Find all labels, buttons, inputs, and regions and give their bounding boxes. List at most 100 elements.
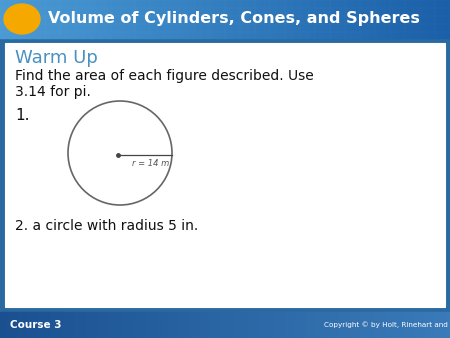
Bar <box>200 312 203 338</box>
Bar <box>56 0 59 38</box>
Bar <box>173 312 176 338</box>
Bar <box>371 0 374 38</box>
Bar <box>443 0 446 38</box>
Bar <box>344 0 347 38</box>
Bar <box>128 0 131 38</box>
Bar <box>241 0 243 38</box>
Bar <box>27 312 30 338</box>
Bar <box>324 0 327 38</box>
Bar <box>308 0 311 38</box>
Bar <box>364 0 367 38</box>
Bar <box>79 0 81 38</box>
Bar <box>176 0 178 38</box>
Bar <box>117 312 120 338</box>
Bar <box>117 0 120 38</box>
Bar <box>230 312 232 338</box>
Bar <box>99 312 102 338</box>
Bar <box>216 0 219 38</box>
Bar <box>288 312 291 338</box>
Bar <box>92 312 95 338</box>
Bar <box>133 0 135 38</box>
Bar <box>385 312 387 338</box>
Bar <box>97 312 99 338</box>
Bar <box>382 0 385 38</box>
Bar <box>277 312 279 338</box>
Bar <box>32 0 34 38</box>
Bar <box>9 0 12 38</box>
Bar <box>184 0 187 38</box>
Bar <box>245 0 248 38</box>
Bar <box>205 0 207 38</box>
Bar <box>169 0 171 38</box>
Bar <box>22 312 25 338</box>
Bar <box>272 0 275 38</box>
Bar <box>338 0 340 38</box>
Bar <box>356 0 358 38</box>
Bar <box>317 312 320 338</box>
Bar <box>83 0 86 38</box>
Bar <box>349 312 351 338</box>
Bar <box>29 312 32 338</box>
Bar <box>248 0 250 38</box>
Bar <box>133 312 135 338</box>
Bar <box>158 312 160 338</box>
Bar <box>284 312 286 338</box>
Bar <box>14 0 16 38</box>
Bar <box>7 0 9 38</box>
Bar <box>410 0 412 38</box>
Bar <box>0 312 3 338</box>
Bar <box>313 0 315 38</box>
Bar <box>146 312 149 338</box>
Bar <box>416 0 419 38</box>
Bar <box>56 312 59 338</box>
Bar <box>130 312 133 338</box>
Bar <box>86 0 88 38</box>
Bar <box>448 312 450 338</box>
Bar <box>376 312 378 338</box>
Bar <box>16 0 18 38</box>
Bar <box>70 312 72 338</box>
Bar <box>52 312 54 338</box>
Bar <box>425 312 428 338</box>
Bar <box>252 312 255 338</box>
Bar <box>25 0 27 38</box>
Bar <box>178 0 180 38</box>
Bar <box>11 312 14 338</box>
Bar <box>54 0 57 38</box>
Bar <box>344 312 347 338</box>
Bar <box>362 312 365 338</box>
Bar <box>20 0 23 38</box>
Bar <box>68 0 70 38</box>
Bar <box>187 312 189 338</box>
Bar <box>4 0 7 38</box>
Bar <box>166 0 169 38</box>
Bar <box>94 312 97 338</box>
Text: 2. a circle with radius 5 in.: 2. a circle with radius 5 in. <box>15 219 198 233</box>
Bar <box>326 0 329 38</box>
Bar <box>99 0 102 38</box>
Bar <box>65 0 68 38</box>
Text: Volume of Cylinders, Cones, and Spheres: Volume of Cylinders, Cones, and Spheres <box>48 11 420 26</box>
Bar <box>360 0 363 38</box>
Bar <box>142 0 144 38</box>
Bar <box>263 0 266 38</box>
Bar <box>349 0 351 38</box>
Bar <box>126 312 129 338</box>
Bar <box>47 0 50 38</box>
Bar <box>151 0 153 38</box>
Bar <box>171 312 174 338</box>
Bar <box>209 0 212 38</box>
Bar <box>441 0 444 38</box>
Bar <box>396 312 399 338</box>
Bar <box>122 312 124 338</box>
Bar <box>9 312 12 338</box>
Bar <box>306 0 309 38</box>
Bar <box>405 312 408 338</box>
Bar <box>263 312 266 338</box>
Bar <box>288 0 291 38</box>
Bar <box>146 0 149 38</box>
Bar <box>346 312 349 338</box>
Bar <box>25 312 27 338</box>
Bar <box>153 0 156 38</box>
Bar <box>158 0 160 38</box>
